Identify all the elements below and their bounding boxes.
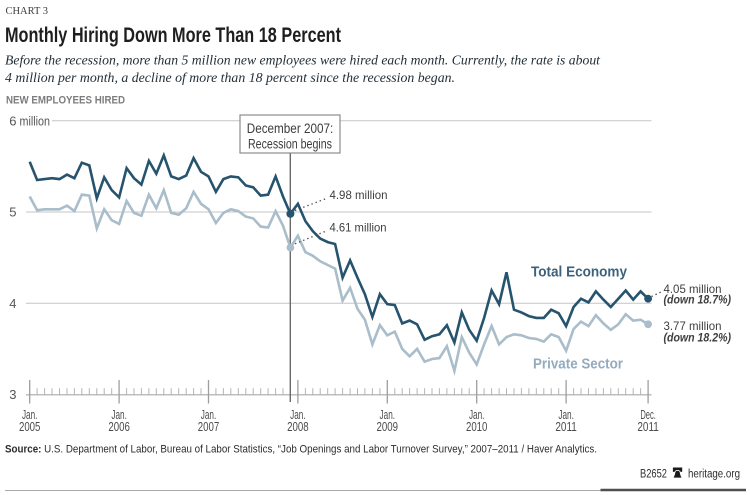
- svg-text:4.61 million: 4.61 million: [330, 220, 387, 234]
- svg-text:Dec.: Dec.: [640, 408, 656, 422]
- svg-text:Monthly Hiring Down More Than: Monthly Hiring Down More Than 18 Percent: [5, 24, 341, 47]
- svg-text:2011: 2011: [555, 420, 577, 434]
- svg-text:B2652: B2652: [640, 467, 667, 481]
- svg-text:(down 18.7%): (down 18.7%): [664, 294, 732, 307]
- svg-text:2005: 2005: [19, 420, 41, 434]
- svg-text:2011: 2011: [637, 420, 659, 434]
- svg-text:million: million: [20, 113, 51, 128]
- svg-text:4: 4: [9, 296, 16, 311]
- svg-text:Private Sector: Private Sector: [533, 355, 623, 372]
- svg-text:2010: 2010: [466, 420, 488, 434]
- svg-text:Recession begins: Recession begins: [248, 136, 332, 152]
- svg-text:4.98 million: 4.98 million: [330, 188, 388, 202]
- svg-text:NEW EMPLOYEES HIRED: NEW EMPLOYEES HIRED: [6, 94, 125, 106]
- svg-text:Before the recession, more tha: Before the recession, more than 5 millio…: [5, 54, 601, 69]
- svg-text:Jan.: Jan.: [558, 408, 574, 422]
- svg-text:Jan.: Jan.: [290, 408, 306, 422]
- svg-text:Total Economy: Total Economy: [531, 263, 627, 280]
- svg-text:6: 6: [9, 113, 16, 128]
- svg-text:3.77 million: 3.77 million: [664, 319, 722, 333]
- svg-text:4.05 million: 4.05 million: [664, 282, 722, 296]
- svg-text:2008: 2008: [287, 420, 309, 434]
- svg-text:heritage.org: heritage.org: [688, 468, 740, 480]
- svg-text:2007: 2007: [198, 420, 220, 434]
- svg-text:December 2007:: December 2007:: [247, 120, 334, 136]
- svg-text:(down 18.2%): (down 18.2%): [664, 331, 732, 344]
- svg-text:Jan.: Jan.: [380, 408, 396, 422]
- svg-text:Jan.: Jan.: [22, 408, 38, 422]
- svg-text:CHART 3: CHART 3: [6, 5, 49, 17]
- svg-text:Source: U.S. Department of Lab: Source: U.S. Department of Labor, Bureau…: [5, 444, 597, 456]
- svg-text:2009: 2009: [377, 420, 399, 434]
- svg-text:2006: 2006: [108, 420, 130, 434]
- svg-text:3: 3: [9, 387, 16, 402]
- svg-text:Jan.: Jan.: [201, 408, 217, 422]
- svg-text:Jan.: Jan.: [469, 408, 485, 422]
- svg-text:4 million per month, a decline: 4 million per month, a decline of more t…: [5, 71, 455, 86]
- svg-text:Jan.: Jan.: [111, 408, 127, 422]
- svg-text:5: 5: [9, 205, 16, 220]
